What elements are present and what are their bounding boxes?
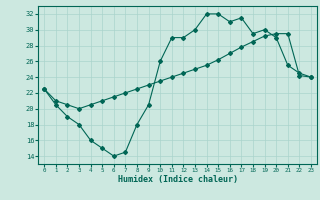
X-axis label: Humidex (Indice chaleur): Humidex (Indice chaleur) [118, 175, 238, 184]
